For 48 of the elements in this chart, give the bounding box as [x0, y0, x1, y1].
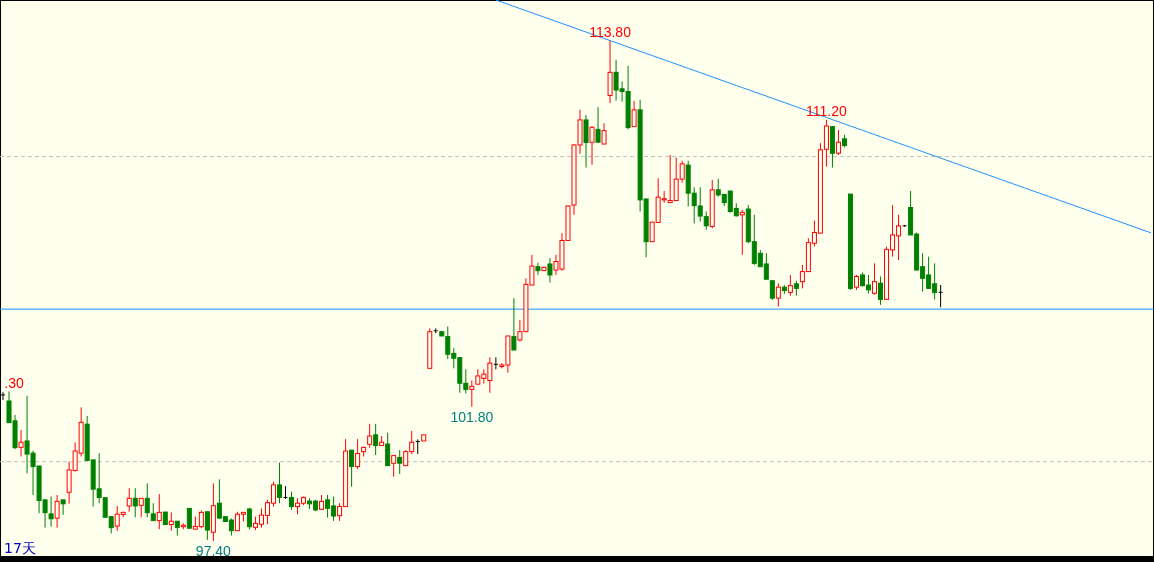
candlestick [595, 106, 601, 143]
candlestick [535, 262, 541, 276]
candlestick [204, 511, 210, 541]
candlestick [775, 282, 781, 308]
candlestick [60, 499, 66, 516]
candlestick [282, 485, 288, 500]
candlestick [607, 40, 613, 104]
candlestick [349, 449, 355, 488]
candlestick [132, 487, 138, 518]
candlestick [138, 497, 144, 518]
candlestick [373, 423, 379, 456]
candlestick [54, 494, 60, 529]
annotation: 111.20 [806, 102, 848, 119]
candlestick [835, 129, 841, 156]
candlestick [385, 432, 391, 467]
annotation: .30 [4, 374, 24, 391]
candlestick [469, 380, 475, 408]
candlestick [938, 284, 944, 308]
candlestick [168, 511, 174, 532]
candlestick [493, 356, 499, 370]
candlestick [583, 114, 589, 169]
candlestick [367, 423, 373, 449]
candlestick [156, 493, 162, 530]
candlestick [186, 507, 192, 529]
candlestick [787, 274, 793, 297]
candlestick [144, 482, 150, 518]
candlestick [872, 262, 878, 296]
candlestick [601, 122, 607, 145]
annotation: 113.80 [589, 23, 632, 40]
candlestick [397, 449, 403, 475]
candlestick [48, 495, 54, 528]
annotation: 97.40 [195, 543, 232, 560]
candlestick [589, 125, 595, 166]
candlestick [391, 455, 397, 478]
annotation: 101.80 [450, 408, 494, 425]
candlestick [415, 438, 421, 455]
candlestick [631, 100, 637, 128]
candlestick [547, 257, 553, 284]
candlestick [878, 275, 884, 306]
candlestick [289, 491, 295, 511]
candlestick [18, 429, 24, 458]
candlestick [276, 462, 282, 504]
candlestick [126, 487, 132, 513]
candlestick [739, 209, 745, 256]
annotation: 17天 [4, 540, 36, 556]
candlestick [355, 438, 361, 470]
candlestick [511, 297, 517, 351]
candlestick [769, 280, 775, 301]
